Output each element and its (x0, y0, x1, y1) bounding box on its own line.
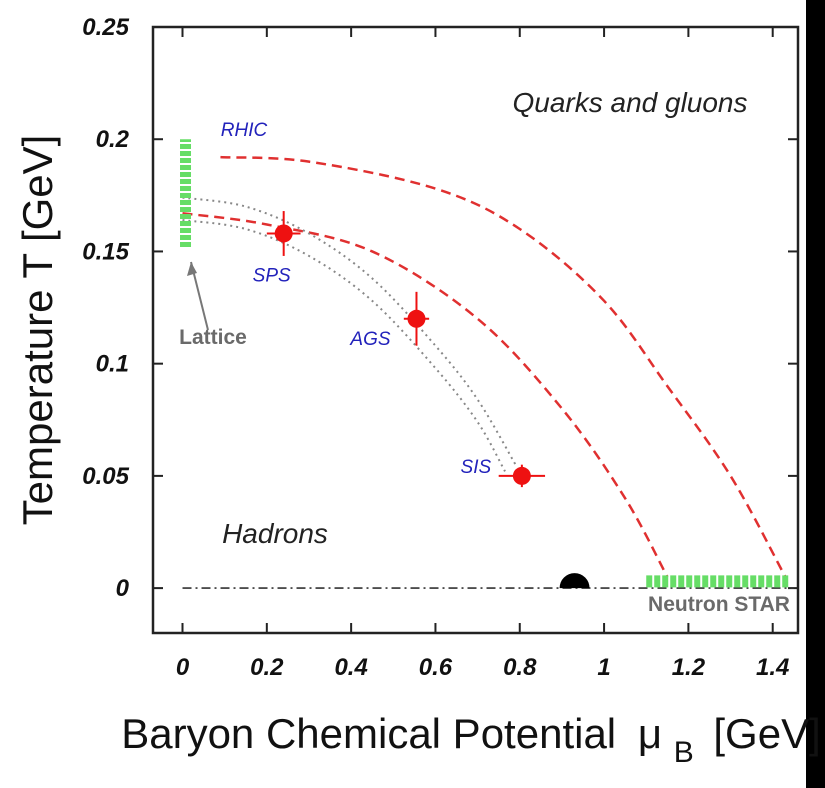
data-points: SPS AGS SIS (253, 211, 546, 488)
neutron-star-label: Neutron STAR (648, 593, 790, 616)
axis-ticks: 0 0.05 0.1 0.15 0.2 0.25 0 0.2 0.4 0.6 0.8 1 1.2 1.4 (82, 14, 798, 681)
x-axis-unit: [GeV] (713, 710, 820, 757)
plot-frame (151, 25, 800, 635)
bands (180, 139, 790, 589)
point-ags (407, 309, 426, 328)
x-tick-label: 1 (597, 654, 610, 681)
boundary-curve-red-dashed (220, 155, 787, 578)
point-label-sis: SIS (461, 457, 492, 478)
point-label-sps: SPS (253, 265, 291, 286)
lattice-arrow-head (187, 262, 197, 276)
x-tick-label: 0 (176, 654, 190, 681)
rhic-label: RHIC (221, 120, 268, 141)
x-tick-label: 1.2 (672, 654, 706, 681)
x-axis-title-text: Baryon Chemical Potential (121, 710, 616, 757)
y-tick-label: 0.1 (96, 351, 129, 378)
qgp-region-label: Quarks and gluons (512, 87, 747, 118)
phase-boundaries (182, 155, 794, 589)
lattice-label: Lattice (179, 326, 247, 349)
y-tick-label: 0.15 (82, 238, 129, 265)
x-tick-label: 0.8 (503, 654, 537, 681)
boundary-curve-grey-dotted (182, 219, 506, 472)
y-axis-title: Temperature T [GeV] (14, 135, 61, 526)
nucleus-marker (559, 573, 590, 589)
x-tick-label: 0.2 (250, 654, 284, 681)
y-tick-label: 0 (116, 575, 130, 602)
boundary-curve-grey-dotted (182, 196, 517, 466)
hadrons-region-label: Hadrons (222, 518, 328, 549)
boundary-curve-red-dashed (182, 212, 669, 578)
y-tick-label: 0.25 (82, 14, 129, 41)
point-label-ags: AGS (349, 329, 390, 350)
x-axis-title: Baryon Chemical Potential μ B [GeV] (121, 710, 821, 771)
y-tick-label: 0.05 (82, 463, 129, 490)
point-sps (274, 224, 293, 243)
point-sis (512, 466, 531, 485)
y-tick-label: 0.2 (96, 126, 130, 153)
right-edge-bar (806, 0, 825, 788)
x-axis-mu: μ (638, 710, 662, 757)
x-tick-label: 0.4 (334, 654, 367, 681)
x-axis-subscript: B (674, 736, 694, 769)
x-tick-label: 1.4 (756, 654, 789, 681)
x-tick-label: 0.6 (419, 654, 453, 681)
